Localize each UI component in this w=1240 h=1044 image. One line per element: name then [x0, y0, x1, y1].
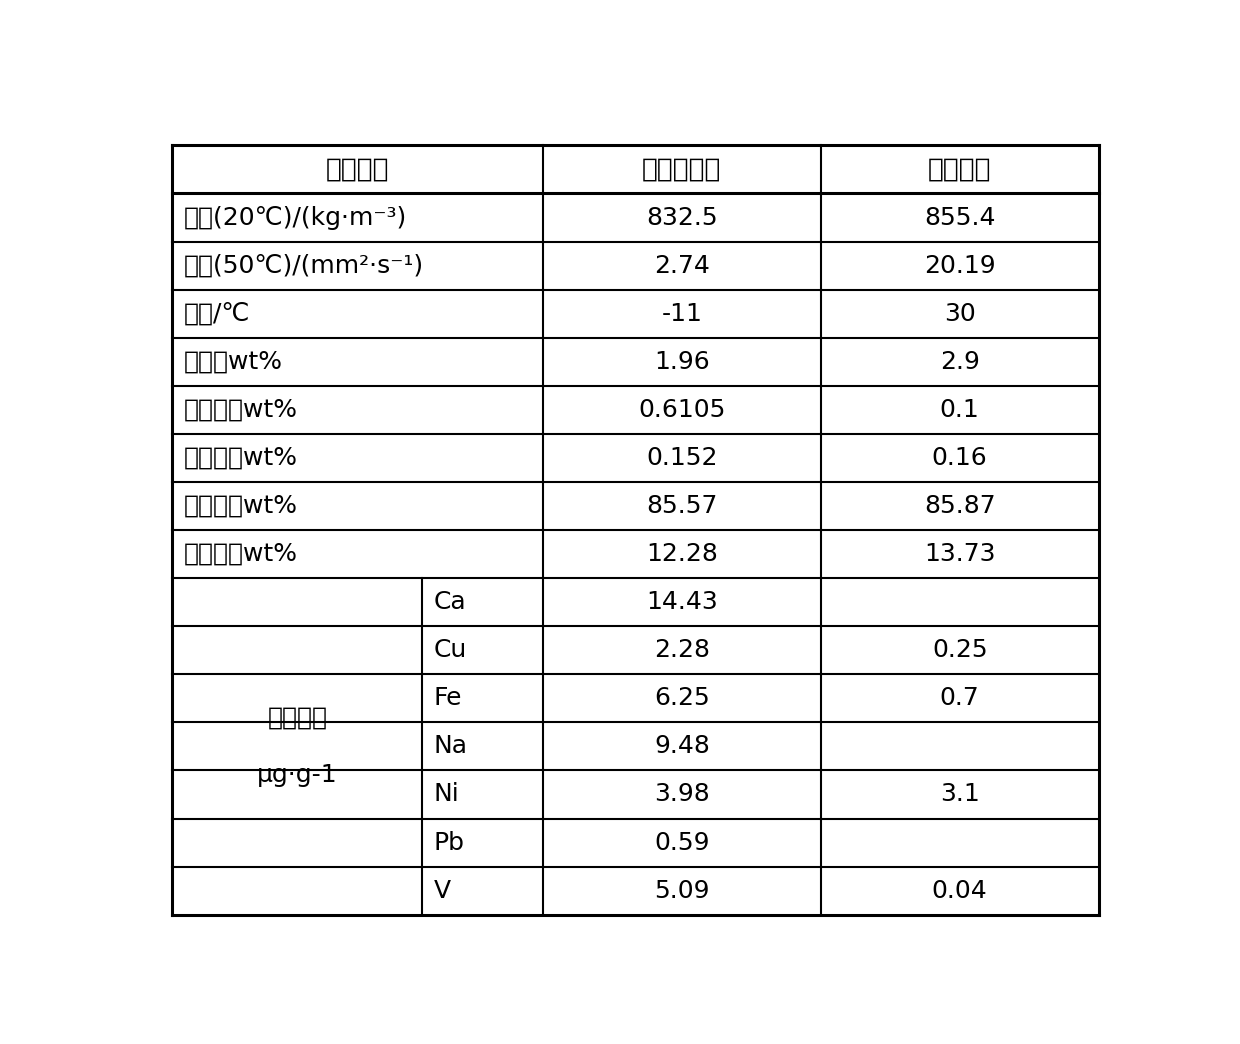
Text: 俄罗斯原油: 俄罗斯原油 [642, 157, 722, 183]
Text: Ni: Ni [434, 783, 460, 806]
Text: 金属含量: 金属含量 [268, 706, 327, 730]
Text: Na: Na [434, 734, 467, 758]
Text: μg·g-1: μg·g-1 [257, 763, 337, 787]
Text: 0.25: 0.25 [932, 638, 987, 662]
Text: 氢含量，wt%: 氢含量，wt% [184, 542, 298, 566]
Text: 855.4: 855.4 [924, 206, 996, 230]
Text: 凝点/℃: 凝点/℃ [184, 302, 250, 326]
Text: Cu: Cu [434, 638, 467, 662]
Text: 2.28: 2.28 [653, 638, 709, 662]
Text: 13.73: 13.73 [924, 542, 996, 566]
Text: 6.25: 6.25 [653, 686, 709, 710]
Text: 密度(20℃)/(kg·m⁻³): 密度(20℃)/(kg·m⁻³) [184, 206, 407, 230]
Text: 硫含量，wt%: 硫含量，wt% [184, 398, 298, 422]
Text: 粘度(50℃)/(mm²·s⁻¹): 粘度(50℃)/(mm²·s⁻¹) [184, 254, 424, 278]
Text: 残炭，wt%: 残炭，wt% [184, 350, 283, 374]
Text: Pb: Pb [434, 831, 465, 855]
Text: 2.74: 2.74 [653, 254, 709, 278]
Text: V: V [434, 879, 451, 903]
Text: 大庆原油: 大庆原油 [928, 157, 992, 183]
Text: 碳含量，wt%: 碳含量，wt% [184, 494, 298, 518]
Text: 3.1: 3.1 [940, 783, 980, 806]
Text: -11: -11 [661, 302, 702, 326]
Text: 85.57: 85.57 [646, 494, 718, 518]
Text: 分析项目: 分析项目 [326, 157, 389, 183]
Text: 0.04: 0.04 [932, 879, 987, 903]
Text: 0.7: 0.7 [940, 686, 980, 710]
Text: 9.48: 9.48 [653, 734, 709, 758]
Text: 20.19: 20.19 [924, 254, 996, 278]
Text: 0.6105: 0.6105 [639, 398, 725, 422]
Text: 0.152: 0.152 [646, 446, 718, 470]
Text: 85.87: 85.87 [924, 494, 996, 518]
Text: 14.43: 14.43 [646, 590, 718, 614]
Text: 12.28: 12.28 [646, 542, 718, 566]
Text: 2.9: 2.9 [940, 350, 980, 374]
Text: Ca: Ca [434, 590, 466, 614]
Text: 0.16: 0.16 [932, 446, 987, 470]
Text: 3.98: 3.98 [653, 783, 709, 806]
Text: 1.96: 1.96 [653, 350, 709, 374]
Text: 0.59: 0.59 [653, 831, 709, 855]
Text: 30: 30 [944, 302, 976, 326]
Text: 0.1: 0.1 [940, 398, 980, 422]
Text: 832.5: 832.5 [646, 206, 718, 230]
Text: 氮含量，wt%: 氮含量，wt% [184, 446, 298, 470]
Text: 5.09: 5.09 [653, 879, 709, 903]
Text: Fe: Fe [434, 686, 463, 710]
